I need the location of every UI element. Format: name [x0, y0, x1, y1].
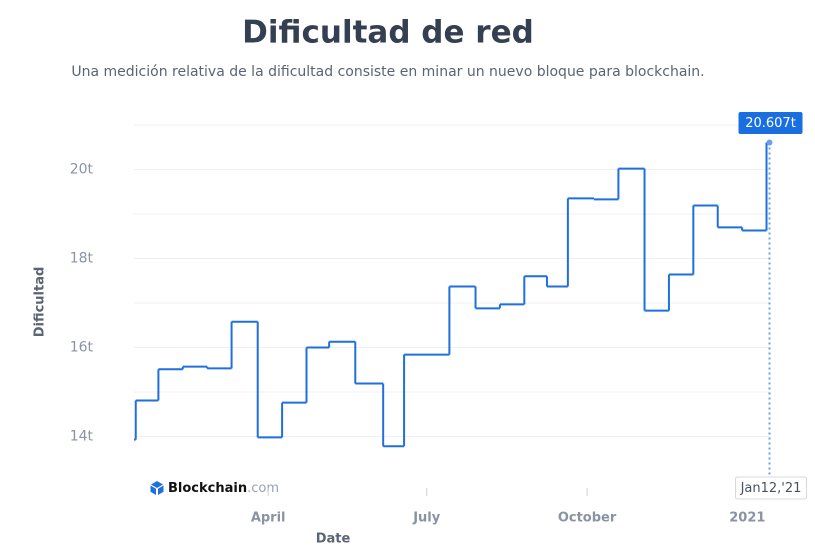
series	[134, 139, 773, 448]
y-tick-label: 16t	[70, 340, 94, 356]
y-tick-label: 20t	[70, 162, 94, 178]
y-axis-label: Dificultad	[33, 267, 48, 338]
brand-text: Blockchain.com	[168, 481, 279, 496]
x-tick-label: 2021	[729, 511, 765, 526]
x-tick-label: April	[251, 511, 286, 526]
chart-title: Dificultad de red	[242, 15, 534, 51]
tooltip-box	[738, 112, 803, 134]
y-tick-label: 18t	[70, 251, 94, 267]
x-tooltip-label: Jan12,'21	[740, 481, 802, 496]
brand: Blockchain.com	[150, 481, 279, 496]
x-axis-label: Date	[316, 532, 351, 547]
x-tooltip-box	[735, 476, 808, 500]
x-tick-label: October	[558, 511, 617, 526]
brand-name: Blockchain	[168, 481, 247, 496]
tooltip-value: 20.607t	[745, 116, 796, 131]
x-tick-label: July	[412, 511, 441, 526]
brand-suffix: .com	[247, 481, 279, 496]
brand-logo	[150, 481, 164, 495]
chart-subtitle: Una medición relativa de la dificultad c…	[71, 64, 704, 80]
y-tick-label: 14t	[70, 429, 94, 445]
grid	[134, 124, 770, 437]
